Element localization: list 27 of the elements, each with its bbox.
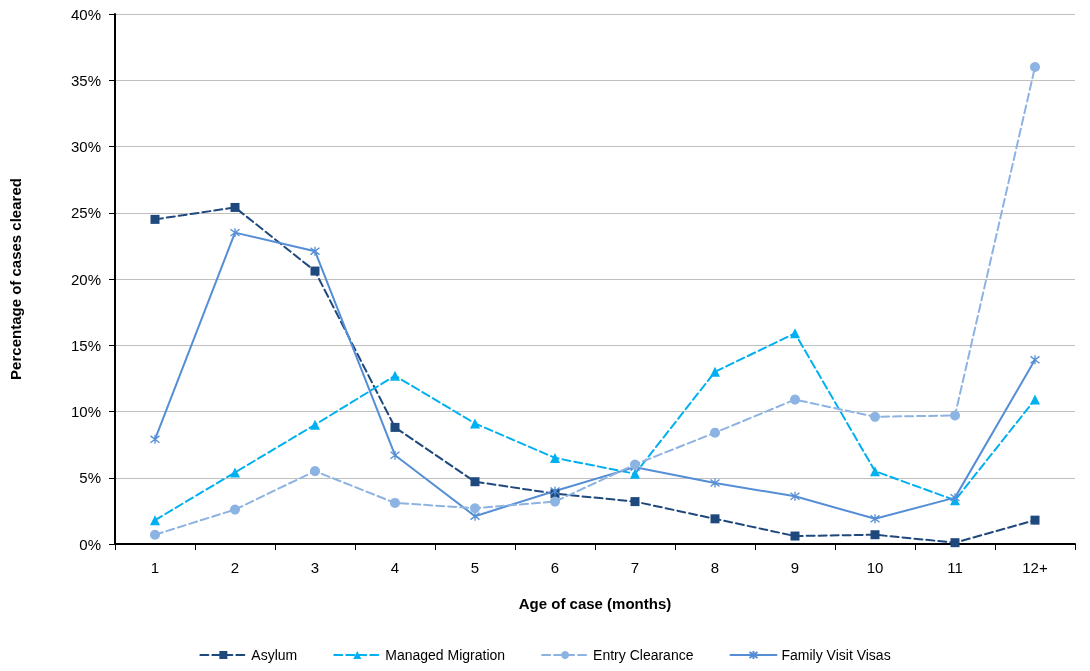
y-tick-label: 25%	[70, 204, 101, 222]
x-tick-label: 7	[630, 559, 640, 576]
legend-label: Managed Migration	[385, 647, 506, 663]
x-tick-label: 2	[230, 559, 240, 576]
legend-label: Asylum	[251, 647, 298, 663]
y-tick-label: 30%	[70, 138, 101, 155]
y-tick-label: 0%	[79, 535, 101, 553]
y-tick-label: 20%	[70, 270, 101, 288]
x-tick-label: 8	[710, 559, 720, 576]
x-tick-label: 4	[390, 559, 400, 576]
x-tick-label: 12+	[1022, 559, 1048, 576]
y-tick-label: 5%	[79, 469, 101, 487]
x-tick-label: 3	[310, 559, 320, 576]
y-tick-label: 15%	[70, 336, 101, 354]
x-tick-label: 11	[947, 559, 963, 576]
x-tick-label: 1	[150, 559, 160, 576]
y-tick-label: 40%	[70, 5, 101, 23]
y-tick-label: 10%	[70, 403, 101, 420]
x-tick-label: 6	[550, 559, 560, 576]
x-tick-label: 5	[470, 559, 480, 576]
x-tick-label: 9	[790, 559, 800, 576]
y-axis-title: Percentage of cases cleared	[7, 178, 24, 380]
y-tick-label: 35%	[70, 71, 101, 89]
legend-label: Family Visit Visas	[781, 647, 891, 663]
x-tick-label: 10	[866, 559, 884, 576]
x-axis-title: Age of case (months)	[518, 595, 672, 612]
legend-label: Entry Clearance	[593, 647, 694, 663]
